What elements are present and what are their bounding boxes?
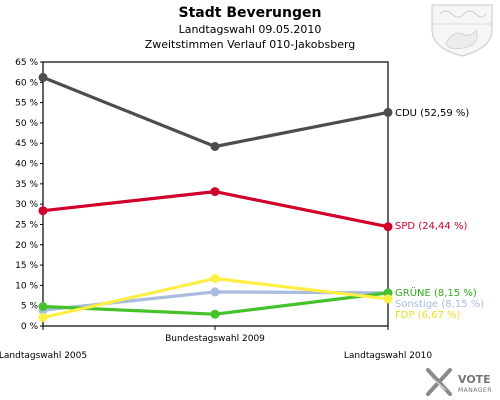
data-point-spd: [383, 222, 393, 232]
y-tick-label: 0 %: [21, 322, 39, 332]
logo-brand-sub: MANAGER: [458, 387, 492, 394]
y-tick-label: 35 %: [15, 180, 38, 190]
y-tick-label: 55 %: [15, 99, 38, 109]
y-tick-label: 20 %: [15, 241, 38, 251]
end-labels: CDU (52,59 %) SPD (24,44 %) GRÜNE (8,15 %)…: [395, 108, 484, 321]
x-tick-label: Bundestagswahl 2009: [165, 334, 265, 344]
y-tick-label: 60 %: [15, 78, 38, 88]
end-label-spd: SPD (24,44 %): [395, 221, 467, 232]
data-point-fdp: [383, 294, 393, 304]
x-tick-label: Landtagswahl 2005: [0, 351, 87, 361]
logo-brand: VOTE: [458, 373, 491, 386]
y-tick-label: 5 %: [21, 302, 39, 312]
y-tick-label: 30 %: [15, 200, 38, 210]
y-tick-label: 10 %: [15, 281, 38, 291]
x-tick-label: Landtagswahl 2010: [344, 351, 433, 361]
y-tick-label: 40 %: [15, 160, 38, 170]
end-label-sonstige: Sonstige (8,15 %): [395, 299, 484, 310]
data-point-sonstige: [210, 287, 220, 297]
end-label-fdp: FDP (6,67 %): [395, 310, 461, 321]
y-tick-label: 15 %: [15, 261, 38, 271]
y-tick-label: 25 %: [15, 220, 38, 230]
y-tick-label: 45 %: [15, 139, 38, 149]
data-point-fdp: [38, 313, 48, 322]
end-label-cdu: CDU (52,59 %): [395, 108, 469, 119]
data-point-spd: [210, 187, 220, 197]
chart-title: Stadt Beverungen: [179, 5, 322, 21]
y-tick-label: 50 %: [15, 119, 38, 129]
data-point-grüne: [210, 309, 220, 319]
data-point-cdu: [210, 142, 220, 151]
chart-subtitle-date: Landtagswahl 09.05.2010: [179, 23, 322, 36]
coat-of-arms-icon: [431, 4, 493, 57]
data-point-cdu: [383, 107, 393, 117]
y-tick-label: 65 %: [15, 58, 38, 68]
data-point-spd: [38, 206, 48, 216]
end-label-grüne: GRÜNE (8,15 %): [395, 286, 477, 299]
series-lines: [38, 72, 393, 322]
data-point-grüne: [38, 302, 48, 311]
data-point-fdp: [210, 274, 220, 283]
data-point-cdu: [38, 72, 48, 82]
votemanager-logo: VOTE MANAGER: [426, 368, 492, 396]
chart-subtitle-area: Zweitstimmen Verlauf 010-Jakobsberg: [145, 38, 356, 51]
cross-mark-icon: [426, 368, 452, 396]
y-axis: 0 % 5 % 10 % 15 % 20 % 25 % 30 % 35 % 40 % 45 % 50…: [15, 58, 43, 332]
x-axis: Landtagswahl 2005 Bundestagswahl 2009 Land…: [0, 326, 432, 361]
